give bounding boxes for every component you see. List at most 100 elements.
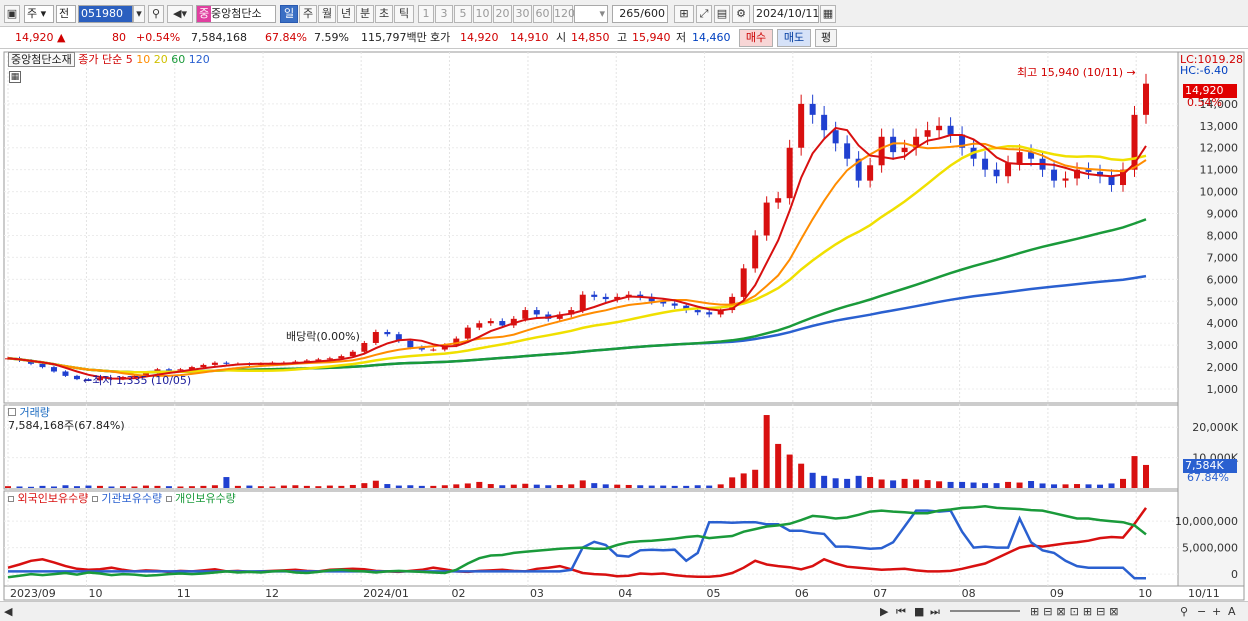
sell-button[interactable]: 매도: [777, 29, 811, 47]
count-total: /600: [640, 7, 665, 20]
speaker-icon[interactable]: ◀▾: [167, 5, 193, 23]
save-icon[interactable]: ▤: [714, 5, 730, 23]
minus-icon[interactable]: −: [1197, 605, 1207, 618]
chart-tool-icon[interactable]: ⊞: [674, 5, 694, 23]
volume-value-label: 7,584,168주(67.84%): [8, 419, 125, 432]
x-tick-label: 06: [795, 587, 809, 600]
volume-bar: [372, 480, 379, 488]
custom-interval-select[interactable]: ▾: [574, 5, 608, 23]
candle-body: [1097, 171, 1104, 177]
volume-bar: [1039, 483, 1046, 488]
volume-bar: [614, 484, 621, 488]
candle-body: [752, 235, 759, 269]
candle-body: [936, 125, 943, 131]
candle-body: [821, 114, 828, 131]
period-month[interactable]: 월: [318, 5, 336, 23]
volume-bar: [959, 481, 966, 488]
period-day[interactable]: 일: [280, 5, 298, 23]
volume-bar: [441, 485, 448, 488]
gear-icon[interactable]: ⚙: [732, 5, 750, 23]
stock-chart[interactable]: 14,000 13,000 12,000 11,000 10,000 9,000 8,000…: [0, 50, 1248, 610]
candle-body: [683, 305, 690, 311]
rewind-icon[interactable]: ⏮: [896, 605, 906, 618]
table-icon[interactable]: ▦: [9, 71, 21, 83]
date-input[interactable]: 2024/10/11: [753, 5, 819, 23]
candle-body: [200, 364, 207, 368]
x-tick-label: 10: [88, 587, 102, 600]
candle-body: [717, 310, 724, 315]
stop-icon[interactable]: ■: [914, 605, 925, 618]
candle-body: [855, 158, 862, 181]
volume-bar: [775, 443, 782, 488]
scroll-left-icon[interactable]: ◀: [4, 605, 13, 618]
candle-body: [901, 147, 908, 153]
period-week[interactable]: 주: [299, 5, 317, 23]
volume-bar: [154, 485, 161, 488]
stock-code-input[interactable]: 051980: [78, 5, 133, 23]
low-annotation: ←최저 1,335 (10/05): [83, 374, 191, 388]
volume-bar: [510, 484, 517, 488]
expand-icon[interactable]: ⤢: [696, 5, 712, 23]
ma-10-label: 10: [136, 53, 151, 66]
candle-body: [395, 334, 402, 341]
interval-120[interactable]: 120: [553, 5, 575, 23]
volume-bar: [211, 485, 218, 488]
up-triangle-icon: ▲: [57, 31, 66, 44]
font-size-icon[interactable]: A: [1228, 605, 1236, 618]
stock-badge: 중: [197, 6, 211, 22]
volume-bar: [188, 486, 195, 488]
interval-1[interactable]: 1: [418, 5, 434, 23]
volume-bar: [832, 478, 839, 488]
y-axis-pane: [1177, 51, 1245, 587]
price-tick-label: 8,000: [1207, 229, 1239, 242]
volume-bar: [740, 473, 747, 488]
volume-bar: [499, 485, 506, 488]
volume-bar: [234, 485, 241, 488]
bid-price-2: 14,910: [510, 31, 549, 44]
volume-bar: [993, 483, 1000, 488]
period-year[interactable]: 년: [337, 5, 355, 23]
ma-60-label: 60: [171, 53, 186, 66]
count-field[interactable]: 265/600: [612, 5, 668, 23]
candle-body: [614, 296, 621, 300]
volume-bar: [671, 485, 678, 488]
period-minute[interactable]: 분: [356, 5, 374, 23]
volume-ratio: 67.84%: [265, 31, 307, 44]
window-icon[interactable]: ▣: [4, 5, 20, 23]
tool-icons[interactable]: ⊞⊟⊠⊡⊞⊟⊠: [1030, 605, 1123, 618]
candle-body: [142, 372, 149, 376]
volume-bar: [16, 486, 23, 488]
scroll-right-icon[interactable]: ▶: [880, 605, 889, 618]
x-tick-label: 10: [1138, 587, 1152, 600]
period-tick[interactable]: 틱: [394, 5, 414, 23]
stock-name-field[interactable]: 중 중앙첨단소: [196, 5, 276, 23]
candle-body: [1028, 152, 1035, 159]
interval-5[interactable]: 5: [454, 5, 472, 23]
interval-10[interactable]: 10: [473, 5, 492, 23]
volume-bar: [591, 483, 598, 488]
high-annotation: 최고 15,940 (10/11) →: [1017, 66, 1136, 80]
plus-icon[interactable]: +: [1212, 605, 1222, 618]
zoom-icon[interactable]: ⚲: [1180, 605, 1189, 618]
zoom-slider[interactable]: [950, 610, 1020, 612]
period-second[interactable]: 초: [375, 5, 393, 23]
chart-scrollbar[interactable]: ◀ ▶ ⏮ ■ ⏭ ⊞⊟⊠⊡⊞⊟⊠ ⚲ − + A: [0, 601, 1248, 621]
interval-20[interactable]: 20: [493, 5, 512, 23]
candle-body: [832, 130, 839, 144]
interval-30[interactable]: 30: [513, 5, 532, 23]
candle-body: [1131, 114, 1138, 170]
market-select[interactable]: 주 ▾: [24, 5, 54, 23]
search-icon[interactable]: ⚲: [148, 5, 164, 23]
play-icon[interactable]: ⏭: [930, 605, 940, 618]
code-dropdown-icon[interactable]: ▾: [133, 5, 145, 23]
candle-body: [798, 103, 805, 148]
eval-button[interactable]: 평: [815, 29, 837, 47]
volume-bar: [165, 486, 172, 488]
buy-button[interactable]: 매수: [739, 29, 773, 47]
ma-10-line: [7, 142, 1147, 377]
calendar-icon[interactable]: ▦: [820, 5, 836, 23]
prefix-button[interactable]: 전: [56, 5, 76, 23]
candle-body: [131, 375, 138, 377]
interval-60[interactable]: 60: [533, 5, 552, 23]
interval-3[interactable]: 3: [435, 5, 453, 23]
